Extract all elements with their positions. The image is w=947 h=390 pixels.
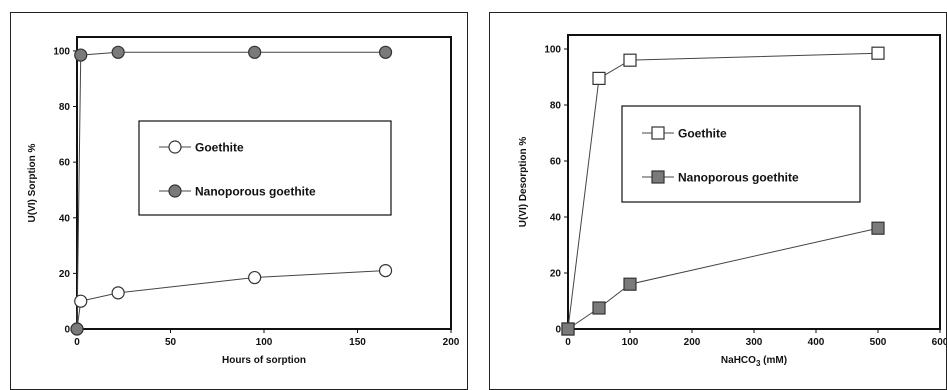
chart-panel-sorption: 0 50 100 150 200 0 20 40 60 80 100 Hours of sorptio… [10, 12, 468, 390]
sorption-series-1-point [248, 45, 262, 59]
desorption-x-axis-label: NaHCO3 (mM) [721, 355, 787, 368]
sorption-series-1-point [70, 322, 84, 336]
sorption-y-tick-label: 40 [59, 213, 71, 224]
sorption-x-axis-label: Hours of sorption [222, 355, 306, 366]
sorption-x-tick-label: 0 [74, 337, 80, 348]
sorption-y-axis-label: U(VI) Sorption % [27, 143, 38, 222]
sorption-series-0-point [111, 286, 125, 300]
desorption-y-tick-label: 20 [550, 269, 562, 280]
sorption-series-0-line [76, 270, 386, 330]
desorption-series-0-point [592, 71, 606, 86]
sorption-series-0-point [74, 294, 88, 308]
sorption-x-tick-label: 50 [165, 337, 177, 348]
desorption-x-tick-label: 0 [565, 337, 571, 348]
sorption-y-tick-label: 80 [59, 102, 71, 113]
sorption-x-tick-label: 150 [349, 337, 366, 348]
sorption-legend-marker [168, 140, 182, 154]
desorption-legend-marker [651, 126, 665, 140]
sorption-y-tick-label: 20 [59, 269, 71, 280]
desorption-y-tick-label: 60 [550, 157, 562, 168]
sorption-series-1-point [74, 48, 88, 62]
desorption-series-1-point [623, 277, 637, 291]
desorption-legend-marker [651, 170, 665, 184]
sorption-series-1-point [111, 45, 125, 59]
desorption-series-0-point [871, 46, 885, 60]
sorption-series-0-point [248, 270, 262, 285]
sorption-series-1-point [378, 45, 393, 59]
desorption-series-0-line [567, 52, 879, 330]
chart-panel-desorption: 0 100 200 300 400 500 600 0 20 40 60 80 100 NaHCO3 (m… [489, 12, 947, 390]
desorption-y-tick-label: 80 [550, 101, 562, 112]
desorption-x-tick-label: 600 [932, 337, 946, 348]
desorption-series-1-line [567, 227, 879, 330]
desorption-chart: 0 100 200 300 400 500 600 0 20 40 60 80 100 NaHCO3 (m… [518, 34, 946, 368]
desorption-y-tick-label: 100 [544, 45, 561, 56]
desorption-y-tick-label: 0 [555, 325, 561, 336]
sorption-legend-marker [168, 184, 182, 198]
sorption-legend-box [138, 120, 392, 216]
sorption-y-tick-label: 100 [53, 46, 70, 57]
sorption-x-tick-label: 200 [443, 337, 460, 348]
desorption-y-tick-label: 40 [550, 213, 562, 224]
sorption-series-0-point [378, 264, 393, 278]
desorption-series-0-point [623, 53, 637, 67]
desorption-x-tick-label: 400 [808, 337, 825, 348]
sorption-legend-label: Nanoporous goethite [195, 185, 316, 199]
sorption-y-tick-label: 0 [64, 325, 70, 336]
desorption-legend-label: Goethite [678, 127, 727, 141]
sorption-legend-label: Goethite [195, 141, 244, 155]
desorption-series-1-point [871, 221, 885, 235]
desorption-legend-box [621, 105, 861, 203]
desorption-x-tick-label: 100 [622, 337, 639, 348]
desorption-x-tick-label: 500 [870, 337, 887, 348]
desorption-x-tick-label: 300 [746, 337, 763, 348]
desorption-x-tick-label: 200 [684, 337, 701, 348]
desorption-series-1-point [592, 301, 606, 315]
sorption-x-tick-label: 100 [256, 337, 273, 348]
sorption-chart: 0 50 100 150 200 0 20 40 60 80 100 Hours of sorptio… [27, 36, 460, 366]
desorption-legend-label: Nanoporous goethite [678, 171, 799, 185]
desorption-series-1-point [561, 322, 575, 336]
desorption-y-axis-label: U(VI) Desorption % [518, 137, 529, 228]
sorption-y-tick-label: 60 [59, 158, 71, 169]
